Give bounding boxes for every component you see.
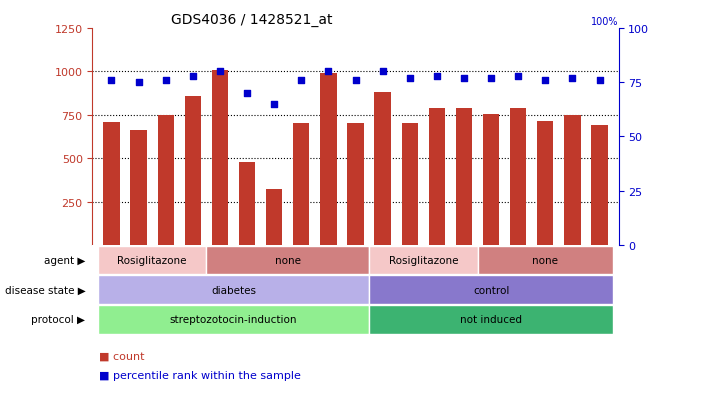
Point xyxy=(350,78,361,84)
Text: ■ percentile rank within the sample: ■ percentile rank within the sample xyxy=(92,370,301,380)
Point xyxy=(377,69,388,76)
Bar xyxy=(369,305,613,334)
Text: diabetes: diabetes xyxy=(211,285,256,295)
Bar xyxy=(510,109,526,245)
Bar xyxy=(478,246,613,275)
Point xyxy=(269,101,280,108)
Bar xyxy=(130,130,146,245)
Text: ■ count: ■ count xyxy=(92,351,145,361)
Point xyxy=(160,78,171,84)
Bar xyxy=(185,96,201,245)
Bar xyxy=(592,126,608,245)
Bar xyxy=(348,124,363,245)
Point xyxy=(214,69,225,76)
Text: GDS4036 / 1428521_at: GDS4036 / 1428521_at xyxy=(171,12,333,26)
Point xyxy=(486,76,497,82)
Bar xyxy=(158,116,173,245)
Bar xyxy=(429,109,445,245)
Bar xyxy=(369,275,613,304)
Bar xyxy=(293,124,309,245)
Point xyxy=(241,90,252,97)
Bar xyxy=(266,190,282,245)
Text: Rosiglitazone: Rosiglitazone xyxy=(388,255,458,265)
Point xyxy=(296,78,307,84)
Bar xyxy=(98,305,369,334)
Point xyxy=(133,80,144,86)
Text: not induced: not induced xyxy=(460,315,522,325)
Bar xyxy=(212,71,228,245)
Bar xyxy=(565,116,581,245)
Text: none: none xyxy=(274,255,301,265)
Bar xyxy=(206,246,369,275)
Point xyxy=(594,78,605,84)
Text: agent ▶: agent ▶ xyxy=(44,255,85,265)
Point xyxy=(106,78,117,84)
Text: none: none xyxy=(533,255,558,265)
Bar xyxy=(239,163,255,245)
Point xyxy=(459,76,470,82)
Bar xyxy=(538,121,553,245)
Bar xyxy=(98,246,206,275)
Bar xyxy=(369,246,478,275)
Bar xyxy=(320,74,336,245)
Point xyxy=(323,69,334,76)
Point xyxy=(404,76,415,82)
Bar xyxy=(98,275,369,304)
Bar xyxy=(483,115,499,245)
Text: protocol ▶: protocol ▶ xyxy=(31,315,85,325)
Point xyxy=(187,73,198,80)
Text: Rosiglitazone: Rosiglitazone xyxy=(117,255,187,265)
Point xyxy=(513,73,524,80)
Bar xyxy=(456,109,472,245)
Point xyxy=(567,76,578,82)
Bar xyxy=(375,93,391,245)
Point xyxy=(540,78,551,84)
Text: disease state ▶: disease state ▶ xyxy=(4,285,85,295)
Text: streptozotocin-induction: streptozotocin-induction xyxy=(170,315,297,325)
Text: 100%: 100% xyxy=(591,17,619,27)
Text: control: control xyxy=(473,285,509,295)
Point xyxy=(431,73,442,80)
Bar xyxy=(402,124,418,245)
Bar xyxy=(103,122,119,245)
